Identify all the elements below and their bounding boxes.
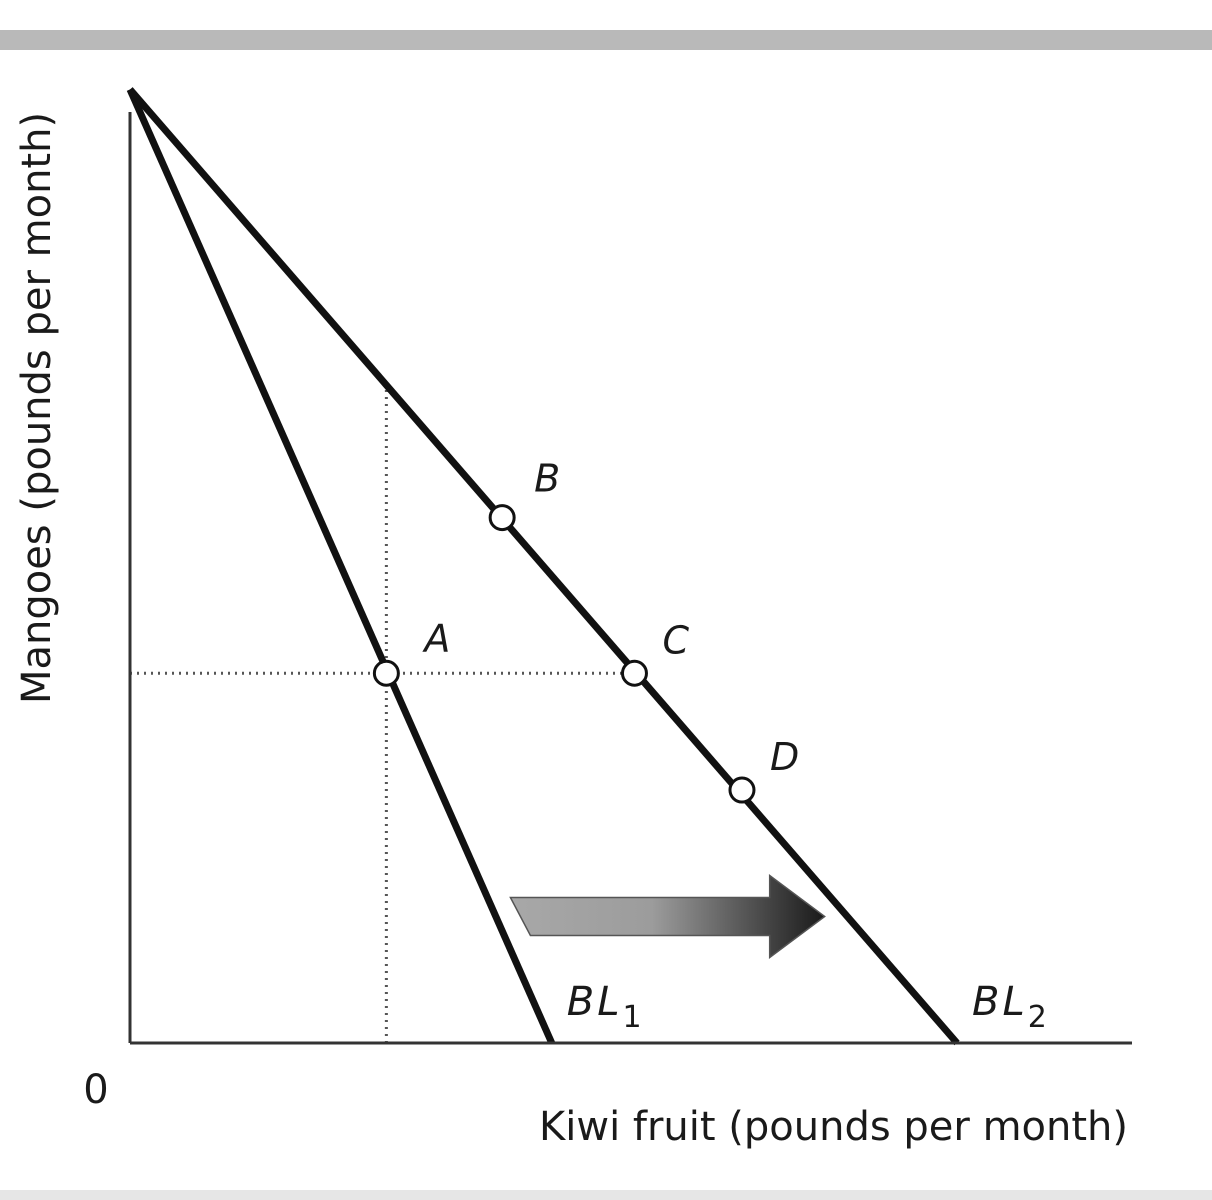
shift-arrow (509, 874, 826, 960)
budget-line-label-2: BL2 (972, 979, 1050, 1035)
y-axis-title: Mangoes (pounds per month) (14, 112, 60, 704)
point-label-b: B (534, 457, 560, 501)
origin-label: 0 (83, 1067, 108, 1113)
x-axis-title: Kiwi fruit (pounds per month) (539, 1104, 1128, 1150)
top-divider-band (0, 30, 1212, 50)
point-b (488, 504, 516, 532)
point-c (620, 659, 648, 687)
point-label-c: C (662, 618, 689, 662)
budget-line-1 (126, 88, 555, 1045)
bottom-divider-band (0, 1190, 1212, 1200)
point-d (728, 776, 756, 804)
point-label-a: A (421, 616, 450, 660)
budget-line-2 (127, 87, 960, 1046)
point-a (372, 659, 400, 687)
budget-line-label-1: BL1 (567, 979, 645, 1035)
point-label-d: D (770, 735, 799, 779)
